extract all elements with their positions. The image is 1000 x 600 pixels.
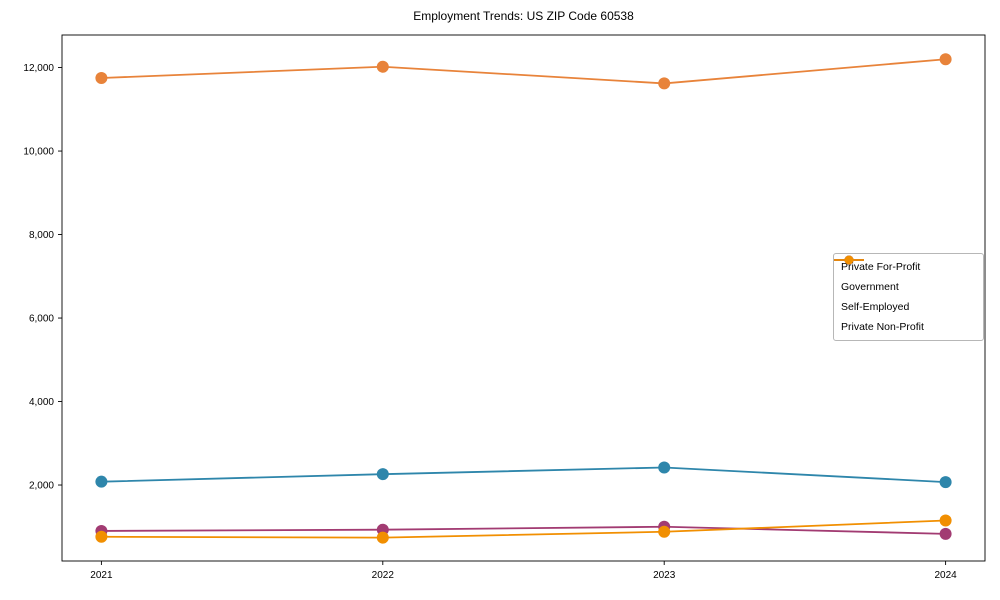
legend-marker-icon (834, 255, 864, 265)
plot-frame (61, 34, 986, 562)
data-point-private-non-profit-2022 (376, 531, 389, 544)
legend: Private For-Profit Government Self-Employe… (833, 253, 984, 341)
data-point-private-for-profit-2023 (658, 77, 671, 90)
chart-title: Employment Trends: US ZIP Code 60538 (413, 9, 634, 23)
x-tick-label: 2023 (653, 570, 676, 581)
legend-item-government: Government (834, 255, 976, 293)
series-line-self-employed (101, 525, 946, 535)
y-tick-label: 4,000 (29, 397, 54, 408)
y-tick-label: 2,000 (29, 481, 54, 492)
legend-label: Private For-Profit (841, 260, 921, 273)
series-line-government (101, 466, 946, 483)
series-line-private-for-profit (101, 58, 946, 85)
legend-item-private-non-profit: Private Non-Profit (834, 255, 976, 333)
data-point-government-2022 (376, 468, 389, 481)
data-point-private-non-profit-2021 (95, 530, 108, 543)
data-point-private-non-profit-2024 (939, 514, 952, 527)
y-tick-label: 12,000 (23, 63, 54, 74)
y-tick-label: 10,000 (23, 147, 54, 158)
y-tick-label: 6,000 (29, 314, 54, 325)
data-point-private-non-profit-2023 (658, 525, 671, 538)
data-point-government-2024 (939, 476, 952, 489)
data-point-government-2023 (658, 461, 671, 474)
y-tick-label: 8,000 (29, 230, 54, 241)
data-point-private-for-profit-2024 (939, 53, 952, 66)
x-tick-label: 2024 (934, 570, 957, 581)
data-point-government-2021 (95, 475, 108, 488)
x-tick-label: 2022 (372, 570, 395, 581)
x-tick-label: 2021 (90, 570, 113, 581)
legend-label: Government (841, 280, 899, 293)
legend-label: Private Non-Profit (841, 320, 924, 333)
legend-item-self-employed: Self-Employed (834, 255, 976, 313)
legend-dot (844, 255, 854, 265)
data-point-private-for-profit-2022 (376, 60, 389, 73)
series-line-private-non-profit (101, 519, 946, 539)
data-point-self-employed-2024 (939, 527, 952, 540)
legend-label: Self-Employed (841, 300, 910, 313)
data-point-private-for-profit-2021 (95, 71, 108, 84)
